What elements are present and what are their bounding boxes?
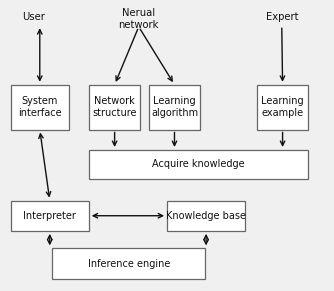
- Bar: [257, 85, 308, 129]
- Text: System
interface: System interface: [18, 96, 61, 118]
- Bar: [11, 200, 89, 231]
- Text: Nerual
network: Nerual network: [119, 8, 159, 29]
- Bar: [167, 200, 245, 231]
- Text: Knowledge base: Knowledge base: [166, 211, 246, 221]
- Text: Learning
algorithm: Learning algorithm: [151, 96, 198, 118]
- Text: Expert: Expert: [266, 12, 298, 22]
- Bar: [89, 150, 308, 179]
- Bar: [11, 85, 69, 129]
- Text: Interpreter: Interpreter: [23, 211, 76, 221]
- Text: Network
structure: Network structure: [93, 96, 137, 118]
- Text: Inference engine: Inference engine: [88, 258, 170, 269]
- Text: Learning
example: Learning example: [261, 96, 304, 118]
- Bar: [149, 85, 200, 129]
- Bar: [52, 248, 205, 279]
- Text: Acquire knowledge: Acquire knowledge: [152, 159, 245, 169]
- Text: User: User: [22, 12, 45, 22]
- Bar: [89, 85, 140, 129]
